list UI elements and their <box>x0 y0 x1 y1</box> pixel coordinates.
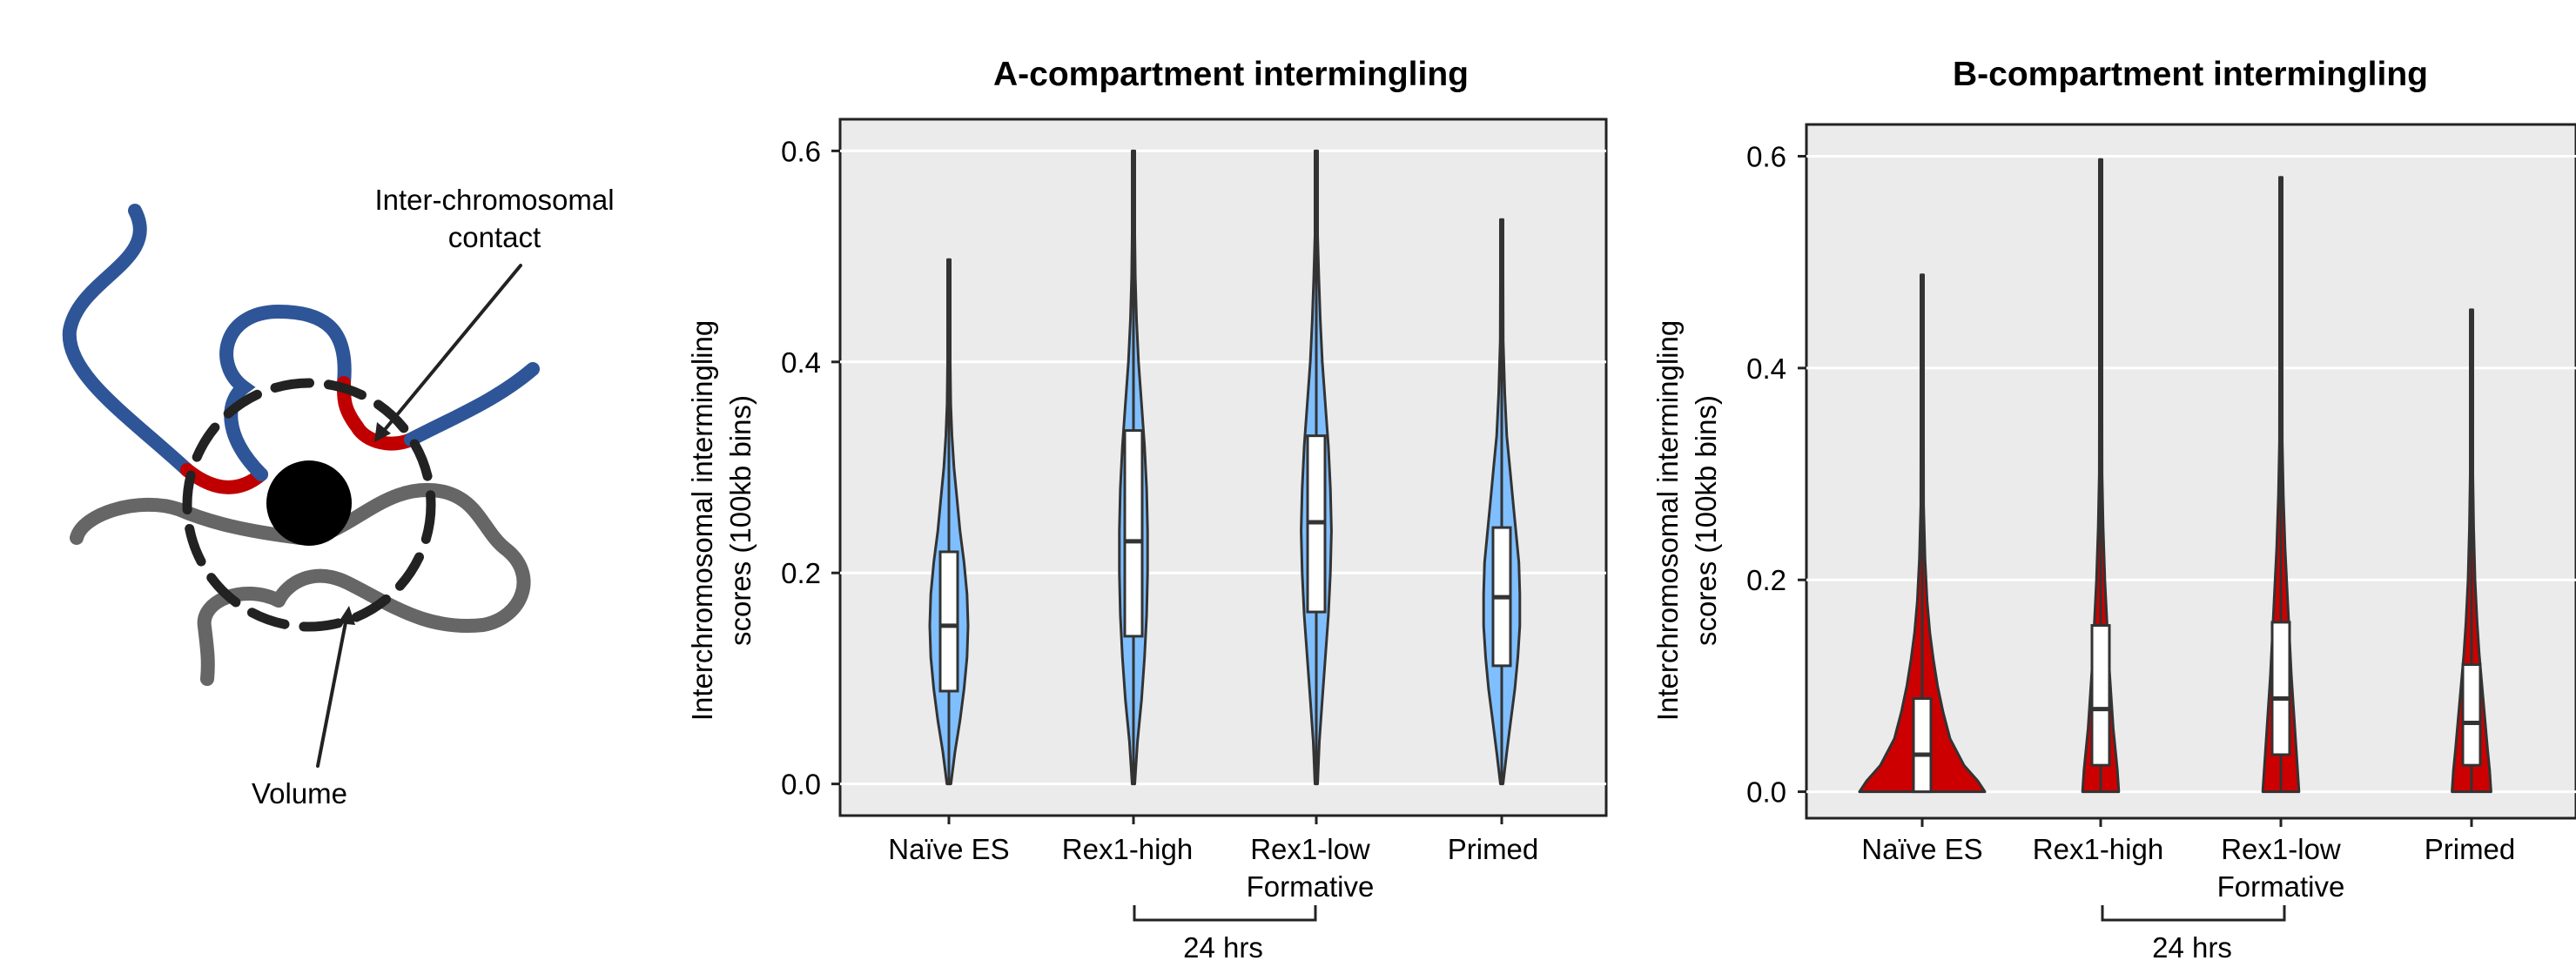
chart-a-xtick-formative: Formative <box>1247 870 1375 903</box>
contact-label-line1: Inter-chromosomal <box>374 184 614 216</box>
chart-a-24hrs-bracket <box>1133 905 1317 922</box>
chart-b-ytick-label: 0.0 <box>1746 776 1786 809</box>
gray-chromosome-lower <box>197 587 286 686</box>
chart-a-gridlines <box>840 149 1606 786</box>
chart-b-plot-background <box>1805 123 2576 820</box>
red-segment-right <box>337 376 418 451</box>
chart-b-xtick-primed: Primed <box>2425 833 2516 865</box>
center-dot <box>266 460 352 546</box>
chart-b-gridlines <box>1806 155 2576 794</box>
chart-a-ytick-label: 0.4 <box>781 346 821 379</box>
chart-a-ytick-label: 0.2 <box>781 557 821 589</box>
chart-a-plot-background <box>838 118 1608 817</box>
chart-a-violins <box>928 149 1522 786</box>
chart-a-xtick-naive-es: Naïve ES <box>888 833 1009 865</box>
chart-b-box <box>2461 663 2482 767</box>
chart-a-title: A-compartment intermingling <box>993 56 1469 93</box>
chart-a-axis-ticks: 0.0 0.2 0.4 0.6 <box>781 135 1503 824</box>
chart-b-24hrs-bracket <box>2101 905 2286 922</box>
chart-b-axis-ticks: 0.0 0.2 0.4 0.6 <box>1746 141 2473 827</box>
blue-chromosome-right <box>404 362 540 447</box>
chart-b-xtick-naive-es: Naïve ES <box>1861 833 1982 865</box>
chart-b-box <box>2270 621 2291 756</box>
chart-b-box <box>2090 624 2111 767</box>
chart-a-ytick-label: 0.0 <box>781 769 821 801</box>
chart-b-title: B-compartment intermingling <box>1953 56 2428 93</box>
chart-b: B-compartment intermingling Interchromos… <box>1651 56 2576 964</box>
chart-a-xtick-primed: Primed <box>1448 833 1539 865</box>
volume-label: Volume <box>252 777 347 809</box>
volume-dashed-circle <box>182 378 436 632</box>
chart-a-ytick-label: 0.6 <box>781 135 821 167</box>
chart-b-xtick-rex1-high: Rex1-high <box>2033 833 2163 865</box>
volume-arrow-line <box>316 616 348 768</box>
chart-a-box <box>1123 429 1144 638</box>
chart-b-xtick-formative: Formative <box>2217 870 2345 903</box>
chart-a-xtick-rex1-low: Rex1-low <box>1250 833 1370 865</box>
chart-a-24hrs-label: 24 hrs <box>1183 931 1263 964</box>
blue-chromosome-left <box>62 204 194 477</box>
blue-chromosome-loop <box>219 304 352 481</box>
chart-b-box <box>1912 697 1933 794</box>
chart-b-violins <box>1858 158 2492 794</box>
chart-b-ylabel-line1: Interchromosomal intermingling <box>1651 320 1684 721</box>
chart-a-xtick-rex1-high: Rex1-high <box>1062 833 1193 865</box>
chromosome-schematic <box>62 204 540 768</box>
chart-b-ylabel-line2: scores (100kb bins) <box>1690 395 1722 646</box>
chart-a-ylabel-line1: Interchromosomal intermingling <box>686 320 718 721</box>
chart-b-24hrs-label: 24 hrs <box>2152 931 2232 964</box>
chart-a-ylabel-line2: scores (100kb bins) <box>724 395 757 646</box>
chart-b-xtick-rex1-low: Rex1-low <box>2221 833 2341 865</box>
chart-b-ytick-label: 0.6 <box>1746 141 1786 173</box>
volume-arrowhead <box>338 606 355 625</box>
chart-a-box <box>938 550 959 693</box>
chart-b-ytick-label: 0.2 <box>1746 564 1786 596</box>
chart-b-ytick-label: 0.4 <box>1746 353 1786 385</box>
chart-a: A-compartment intermingling Interchromos… <box>686 56 1608 964</box>
contact-label-line2: contact <box>448 221 541 253</box>
contact-arrowhead <box>374 422 391 442</box>
contact-arrow-line <box>381 264 522 433</box>
